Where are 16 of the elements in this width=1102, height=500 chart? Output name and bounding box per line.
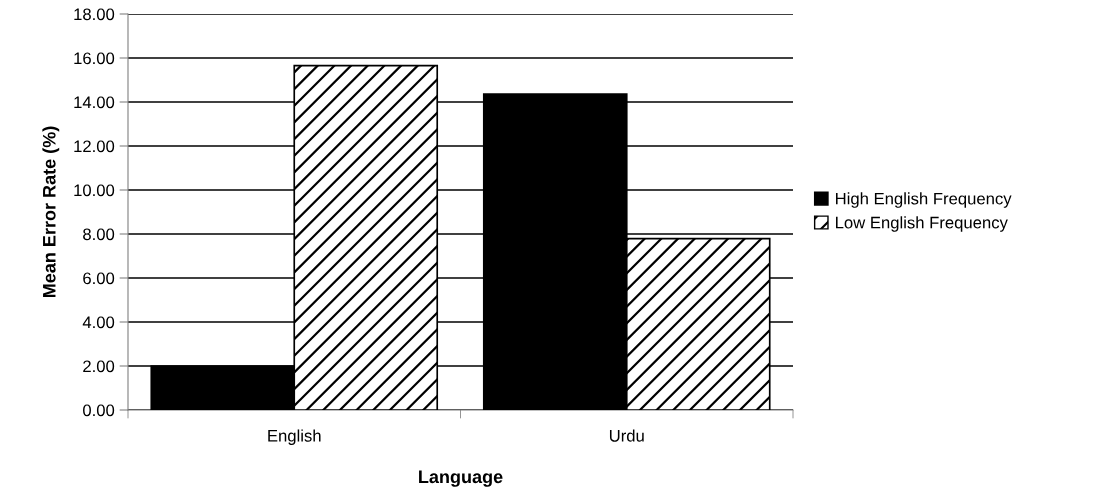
y-tick-label: 18.00 (74, 8, 115, 21)
legend-label: Low English Frequency (836, 216, 1008, 232)
y-tick-label: 0.00 (83, 404, 115, 417)
legend-label: High English Frequency (836, 192, 1012, 208)
x-tick-label: Urdu (609, 429, 644, 442)
y-tick-label: 6.00 (83, 272, 115, 285)
x-tick-label: English (268, 429, 321, 445)
x-axis-title: Language (419, 470, 503, 487)
y-tick-label: 10.00 (74, 184, 115, 197)
y-tick-label: 4.00 (82, 316, 115, 329)
y-tick-label: 16.00 (74, 52, 115, 65)
y-axis-title: Mean Error Rate (%) (42, 126, 60, 298)
y-tick-label: 14.00 (74, 96, 115, 109)
y-tick-label: 2.00 (83, 360, 115, 373)
y-tick-label: 8.00 (83, 228, 115, 241)
y-tick-label: 12.00 (74, 140, 115, 153)
